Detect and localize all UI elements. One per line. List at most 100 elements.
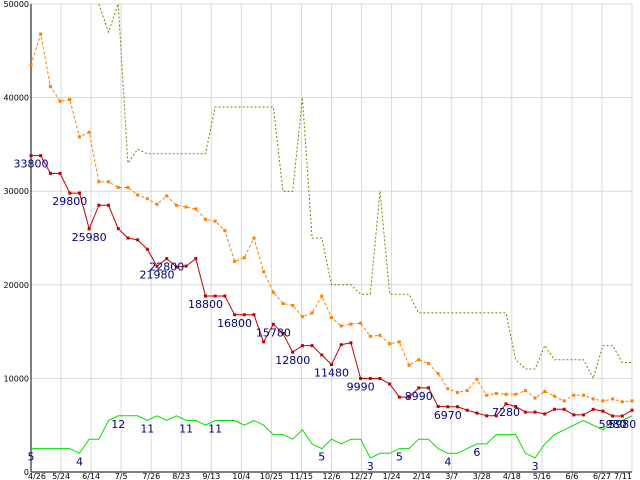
- data-point: [68, 97, 72, 101]
- data-point: [407, 363, 411, 367]
- data-point: [39, 32, 43, 36]
- data-point: [310, 311, 314, 315]
- data-point: [262, 270, 266, 274]
- x-tick-label: 10/25: [260, 472, 283, 480]
- data-point: [252, 236, 256, 240]
- series-min-price-line: [29, 154, 634, 418]
- data-point: [533, 410, 537, 414]
- data-point: [456, 405, 460, 409]
- data-point: [504, 402, 508, 406]
- price-data-label: 16800: [217, 317, 252, 330]
- count-data-label: 11: [179, 423, 193, 436]
- data-point: [29, 63, 33, 67]
- y-tick-label: 10000: [4, 374, 29, 383]
- data-point: [465, 408, 469, 412]
- data-point: [523, 389, 527, 393]
- y-tick-label: 30000: [4, 187, 29, 196]
- data-point: [68, 191, 72, 195]
- axes: [30, 4, 632, 473]
- x-tick-label: 1/24: [383, 472, 401, 480]
- data-point: [291, 350, 295, 354]
- y-tick-label: 20000: [4, 281, 29, 290]
- data-point: [630, 399, 634, 403]
- data-point: [543, 412, 547, 416]
- data-point: [543, 390, 547, 394]
- data-point: [446, 387, 450, 391]
- data-point: [262, 340, 266, 344]
- y-axis-ticks: 0 10000 20000 30000 40000 50000: [4, 0, 29, 477]
- data-point: [330, 363, 333, 367]
- data-point: [213, 219, 217, 223]
- data-point: [397, 340, 401, 344]
- data-point: [107, 180, 111, 184]
- x-tick-label: 4/26: [28, 472, 46, 480]
- data-point: [562, 399, 566, 403]
- x-tick-label: 12/27: [350, 472, 373, 480]
- data-point: [436, 404, 440, 408]
- data-point: [203, 294, 207, 298]
- data-point: [552, 407, 556, 411]
- data-point: [194, 257, 198, 261]
- count-data-label: 5: [396, 451, 403, 464]
- data-point: [611, 397, 615, 401]
- data-point: [378, 376, 382, 380]
- price-data-label: 6970: [434, 409, 462, 422]
- data-point: [223, 229, 227, 233]
- data-point: [465, 389, 469, 393]
- price-data-label: 9990: [347, 380, 375, 393]
- count-data-label: 5: [318, 451, 325, 464]
- price-data-label: 7280: [492, 406, 520, 419]
- price-data-label: 21980: [140, 268, 175, 281]
- data-point: [368, 376, 372, 380]
- data-point: [514, 404, 518, 408]
- data-point: [514, 392, 518, 396]
- data-point: [252, 313, 256, 317]
- series-avg-price-line: [29, 32, 634, 404]
- data-point: [165, 257, 169, 261]
- data-point: [572, 393, 576, 397]
- data-point: [552, 394, 556, 398]
- data-point: [281, 331, 285, 335]
- price-data-label: 5980: [599, 418, 627, 431]
- data-point: [310, 344, 314, 348]
- x-tick-label: 2/14: [413, 472, 431, 480]
- count-data-label: 11: [208, 423, 222, 436]
- grid: [30, 3, 633, 473]
- count-data-label: 11: [140, 423, 154, 436]
- data-point: [126, 185, 130, 189]
- data-point: [165, 194, 169, 198]
- count-data-label: 3: [532, 460, 539, 473]
- data-point: [233, 313, 237, 317]
- data-point: [339, 324, 343, 328]
- data-point: [591, 397, 595, 401]
- data-point: [136, 238, 140, 242]
- price-data-label: 25980: [72, 231, 107, 244]
- data-point: [126, 236, 130, 240]
- data-point: [116, 227, 120, 231]
- data-point: [388, 342, 392, 346]
- data-point: [417, 358, 421, 362]
- data-point: [48, 171, 52, 175]
- data-point: [242, 256, 246, 260]
- data-point: [397, 395, 401, 399]
- data-point: [591, 407, 595, 411]
- price-data-label: 33800: [14, 158, 49, 171]
- series-path: [31, 415, 633, 459]
- data-point: [271, 290, 275, 294]
- data-point: [359, 321, 363, 325]
- data-point: [29, 154, 33, 158]
- data-point: [155, 202, 159, 206]
- data-point: [136, 193, 140, 197]
- data-point: [582, 393, 586, 397]
- data-point: [388, 382, 392, 386]
- x-tick-label: 7/5: [115, 472, 128, 480]
- x-tick-label: 11/15: [290, 472, 313, 480]
- data-point: [494, 391, 498, 395]
- data-point: [223, 294, 227, 298]
- data-point: [417, 386, 421, 390]
- y-tick-label: 50000: [4, 0, 29, 9]
- data-point: [582, 413, 586, 417]
- x-tick-label: 3/7: [445, 472, 458, 480]
- price-data-label: 22800: [149, 261, 184, 274]
